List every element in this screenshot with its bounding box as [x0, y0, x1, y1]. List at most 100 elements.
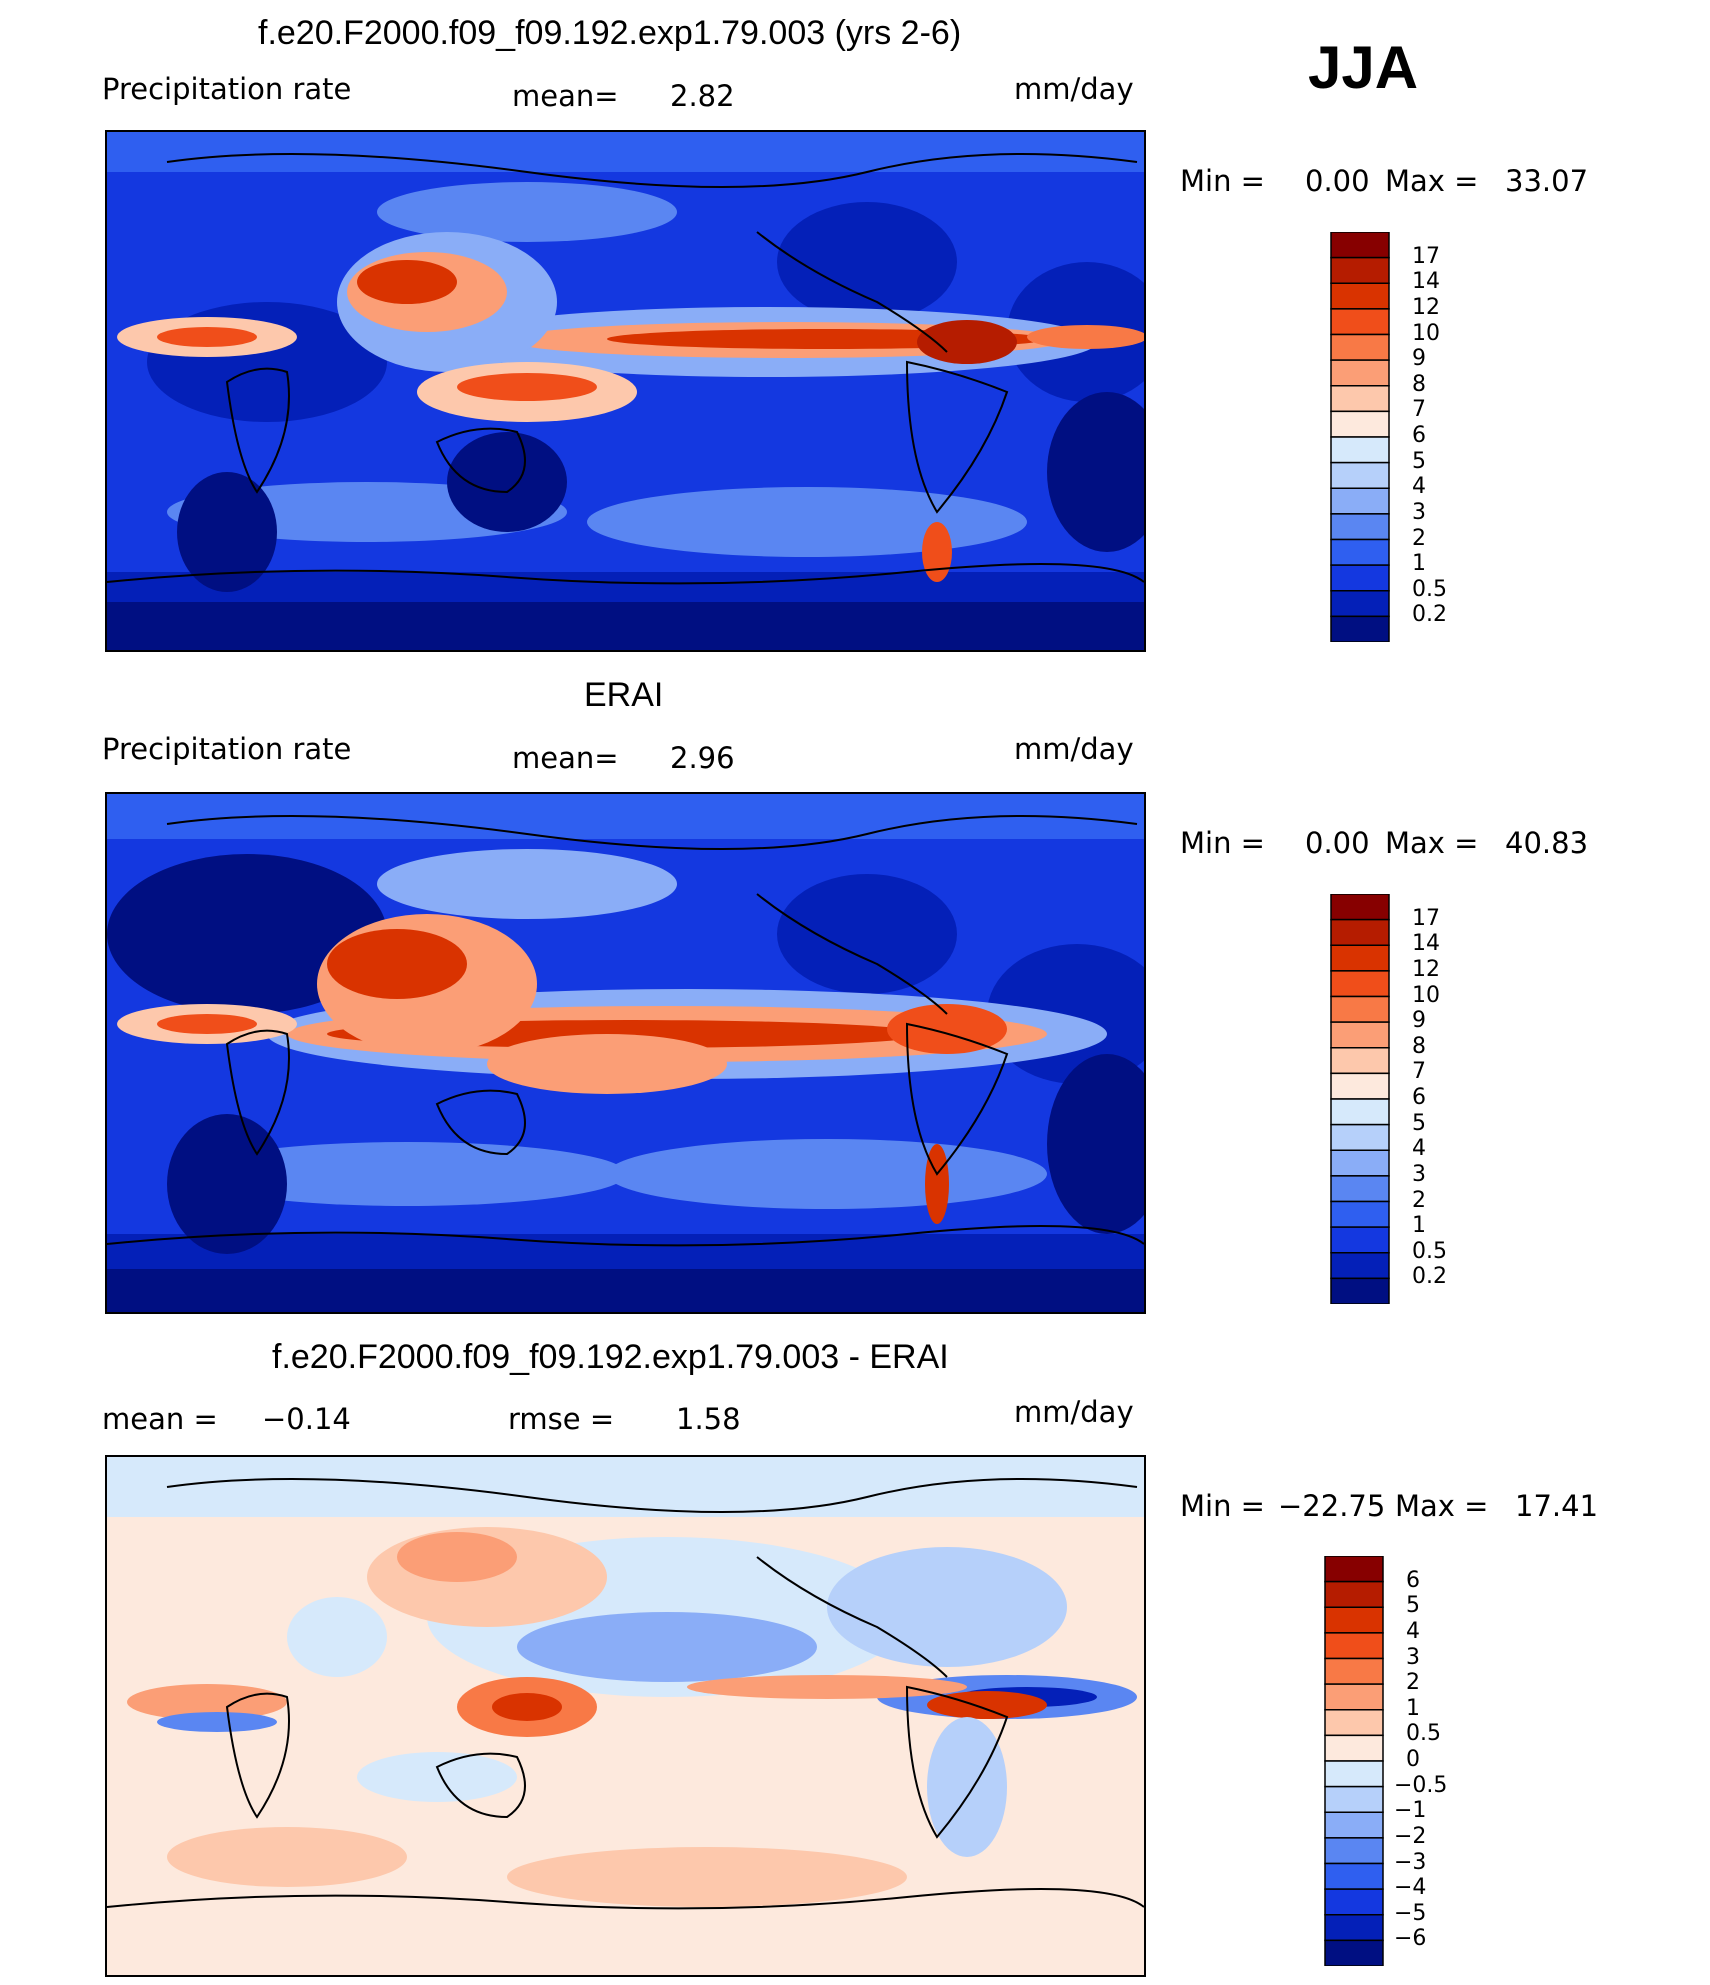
panel-3-max-value: 17.41 [1515, 1489, 1599, 1523]
colorbar-tick-label: 12 [1412, 294, 1440, 320]
panel-2-min-label: Min = [1180, 826, 1265, 860]
panel-2-colorbar [1330, 893, 1390, 1305]
colorbar-swatch [1330, 1277, 1390, 1305]
colorbar-tick-label: 3 [1406, 1644, 1420, 1670]
panel-2-max-value: 40.83 [1505, 826, 1589, 860]
colorbar-swatch [1330, 513, 1390, 541]
panel-3-title: f.e20.F2000.f09_f09.192.exp1.79.003 - ER… [272, 1338, 949, 1376]
panel-1-map [105, 130, 1146, 652]
colorbar-svg [1330, 893, 1390, 1305]
colorbar-swatch [1324, 1555, 1384, 1583]
colorbar-tick-label: 4 [1406, 1618, 1420, 1644]
colorbar-swatch [1330, 970, 1390, 998]
colorbar-tick-label: 0.5 [1412, 1238, 1447, 1264]
colorbar-tick-label: −6 [1394, 1926, 1427, 1952]
panel-1-mean-label: mean= [512, 79, 619, 113]
colorbar-tick-label: 2 [1412, 525, 1426, 551]
colorbar-swatch [1330, 615, 1390, 643]
panel-2-map [105, 792, 1146, 1314]
colorbar-tick-label: 7 [1412, 1059, 1426, 1085]
colorbar-swatch [1324, 1580, 1384, 1608]
colorbar-tick-label: 3 [1412, 1161, 1426, 1187]
colorbar-swatch [1330, 564, 1390, 592]
panel-1-max-value: 33.07 [1505, 164, 1589, 198]
colorbar-tick-label: −3 [1394, 1849, 1427, 1875]
colorbar-svg [1324, 1555, 1384, 1967]
colorbar-tick-label: −2 [1394, 1823, 1427, 1849]
colorbar-swatch [1324, 1811, 1384, 1839]
colorbar-tick-label: 4 [1412, 474, 1426, 500]
colorbar-tick-label: 0.2 [1412, 1264, 1447, 1290]
colorbar-swatch [1330, 1252, 1390, 1280]
panel-1-min-value: 0.00 [1305, 164, 1370, 198]
colorbar-swatch [1324, 1709, 1384, 1737]
panel-2-variable-label: Precipitation rate [102, 732, 352, 766]
colorbar-swatch [1330, 1072, 1390, 1100]
panel-1-max-label: Max = [1385, 164, 1479, 198]
colorbar-tick-label: 6 [1412, 423, 1426, 448]
colorbar-tick-label: 6 [1412, 1085, 1426, 1110]
panel-3-colorbar-ticks: 6 5 4 3 2 1 0.5 0 −0.5 −1 −2 −3 −4 −5 −6 [1394, 1556, 1484, 1966]
colorbar-swatch [1330, 995, 1390, 1023]
colorbar-tick-label: 0 [1406, 1747, 1420, 1772]
colorbar-tick-label: −0.5 [1394, 1772, 1448, 1798]
colorbar-swatch [1324, 1632, 1384, 1660]
colorbar-swatch [1330, 282, 1390, 310]
colorbar-swatch [1330, 410, 1390, 438]
panel-1-min-label: Min = [1180, 164, 1265, 198]
colorbar-tick-label: 5 [1412, 1110, 1426, 1136]
colorbar-swatch [1330, 1149, 1390, 1177]
colorbar-swatch [1330, 1226, 1390, 1254]
colorbar-swatch [1330, 308, 1390, 336]
colorbar-swatch [1324, 1657, 1384, 1685]
panel-3-units: mm/day [1014, 1395, 1134, 1429]
colorbar-tick-label: 1 [1412, 551, 1426, 577]
colorbar-tick-label: 1 [1406, 1695, 1420, 1721]
colorbar-tick-label: 2 [1406, 1670, 1420, 1696]
panel-3-min-label: Min = [1180, 1489, 1265, 1523]
panel-2-mean-value: 2.96 [670, 741, 735, 775]
colorbar-tick-label: 0.2 [1412, 602, 1447, 628]
colorbar-tick-label: 2 [1412, 1187, 1426, 1213]
colorbar-tick-label: 14 [1412, 269, 1440, 295]
colorbar-tick-label: 10 [1412, 982, 1440, 1008]
panel-3-colorbar [1324, 1555, 1384, 1967]
colorbar-swatch [1330, 231, 1390, 259]
panel-1-units: mm/day [1014, 72, 1134, 106]
colorbar-tick-label: 17 [1412, 243, 1440, 269]
colorbar-tick-label: 17 [1412, 905, 1440, 931]
colorbar-swatch [1324, 1888, 1384, 1916]
panel-1-mean-value: 2.82 [670, 79, 735, 113]
colorbar-swatch [1330, 256, 1390, 284]
colorbar-svg [1330, 231, 1390, 643]
colorbar-swatch [1330, 590, 1390, 618]
colorbar-tick-label: 7 [1412, 397, 1426, 423]
panel-2-title: ERAI [584, 676, 664, 714]
colorbar-tick-label: 3 [1412, 499, 1426, 525]
panel-1-title: f.e20.F2000.f09_f09.192.exp1.79.003 (yrs… [258, 14, 962, 52]
colorbar-swatch [1330, 538, 1390, 566]
colorbar-swatch [1324, 1939, 1384, 1967]
colorbar-swatch [1324, 1837, 1384, 1865]
colorbar-tick-label: −4 [1394, 1875, 1427, 1901]
colorbar-swatch [1330, 1175, 1390, 1203]
panel-3-rmse-label: rmse = [508, 1402, 615, 1436]
panel-2-mean-label: mean= [512, 741, 619, 775]
colorbar-tick-label: 8 [1412, 371, 1426, 397]
colorbar-tick-label: 6 [1406, 1567, 1420, 1593]
colorbar-tick-label: 0.5 [1406, 1721, 1441, 1747]
panel-3-rmse-value: 1.58 [676, 1402, 741, 1436]
panel-2-colorbar-ticks: 17 14 12 10 9 8 7 6 5 4 3 2 1 0.5 0.2 [1400, 894, 1480, 1304]
panel-1-colorbar [1330, 231, 1390, 643]
panel-1-variable-label: Precipitation rate [102, 72, 352, 106]
colorbar-swatch [1324, 1785, 1384, 1813]
colorbar-swatch [1330, 436, 1390, 464]
colorbar-swatch [1330, 385, 1390, 413]
colorbar-swatch [1330, 359, 1390, 387]
colorbar-swatch [1324, 1862, 1384, 1890]
panel-2-units: mm/day [1014, 732, 1134, 766]
colorbar-tick-label: 9 [1412, 346, 1426, 372]
colorbar-swatch [1324, 1914, 1384, 1942]
panel-1-colorbar-ticks: 17 14 12 10 9 8 7 6 5 4 3 2 1 0.5 0.2 [1400, 232, 1480, 642]
season-label: JJA [1308, 34, 1419, 101]
